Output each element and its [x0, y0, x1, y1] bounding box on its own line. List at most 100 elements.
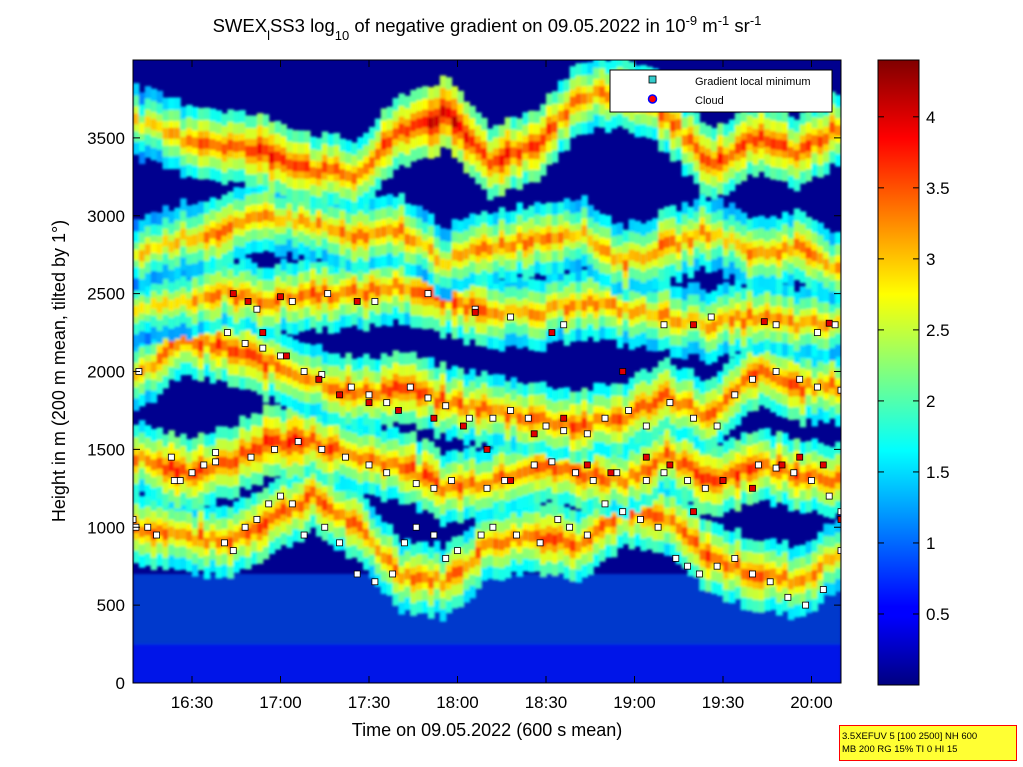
- heat-cell: [563, 417, 571, 429]
- heat-cell: [162, 127, 169, 139]
- heat-cell: [811, 315, 818, 327]
- heat-cell: [782, 376, 789, 388]
- heat-cell: [374, 545, 382, 557]
- heat-cell: [239, 527, 246, 539]
- heat-cell: [144, 116, 152, 128]
- gradient-min-marker: [489, 523, 497, 531]
- heat-cell: [675, 400, 683, 411]
- heat-cell: [610, 516, 618, 527]
- heat-cell: [758, 571, 765, 583]
- gradient-min-marker: [666, 399, 674, 407]
- heat-cell: [823, 381, 830, 393]
- heat-cell: [327, 383, 335, 395]
- heat-cell: [546, 301, 553, 313]
- heat-cell: [321, 499, 329, 511]
- heat-cell: [469, 399, 476, 410]
- heat-cell: [805, 377, 813, 389]
- heat-cell: [251, 211, 258, 223]
- heat-cell: [723, 471, 730, 482]
- heat-cell: [327, 164, 335, 175]
- cloud-marker: [560, 414, 568, 422]
- heat-cell: [510, 241, 518, 253]
- heat-cell: [298, 160, 305, 172]
- heat-cell: [746, 308, 754, 320]
- heat-cell: [286, 506, 293, 518]
- heat-cell: [492, 242, 500, 254]
- heat-cell: [770, 246, 777, 258]
- heat-cell: [274, 215, 282, 227]
- cloud-marker: [796, 453, 804, 461]
- colorbar-tick-label: 2.5: [926, 321, 950, 340]
- heat-cell: [386, 136, 394, 148]
- heat-cell: [256, 143, 264, 155]
- heat-cell: [416, 572, 423, 583]
- heat-cell: [758, 130, 765, 142]
- heat-cell: [469, 136, 476, 148]
- heat-cell: [339, 509, 346, 521]
- heat-cell: [327, 503, 335, 515]
- heat-cell: [534, 412, 541, 424]
- heat-cell: [280, 439, 287, 451]
- heat-cell: [280, 215, 287, 227]
- gradient-min-marker: [837, 508, 841, 516]
- heat-cell: [404, 126, 411, 138]
- heat-cell: [144, 455, 152, 467]
- heat-cell: [681, 398, 689, 409]
- heat-cell: [528, 235, 535, 247]
- heat-cell: [398, 382, 405, 394]
- gradient-min-marker: [560, 427, 568, 435]
- heat-cell: [292, 218, 299, 230]
- heat-cell: [498, 539, 506, 551]
- gradient-min-marker: [654, 523, 662, 531]
- heat-cell: [646, 250, 653, 262]
- gradient-min-marker: [424, 290, 432, 298]
- heat-cell: [835, 125, 841, 137]
- heat-cell: [516, 535, 523, 547]
- gradient-min-marker: [153, 531, 161, 539]
- heat-cell: [557, 418, 565, 430]
- heat-cell: [634, 305, 641, 317]
- heat-cell: [481, 241, 488, 253]
- heat-cell: [510, 304, 518, 316]
- gradient-min-marker: [749, 375, 756, 383]
- heat-cell: [463, 478, 470, 490]
- heat-cell: [168, 299, 175, 311]
- heat-cell: [410, 461, 417, 473]
- heat-cell: [487, 158, 494, 170]
- heat-cell: [227, 139, 234, 151]
- heat-cell: [593, 240, 600, 252]
- heat-cell: [457, 482, 464, 494]
- heat-cell: [817, 136, 824, 148]
- heat-cell: [245, 288, 252, 300]
- gradient-min-marker: [259, 344, 267, 352]
- gradient-min-marker: [253, 516, 261, 523]
- gradient-min-marker: [672, 555, 680, 562]
- heat-cell: [168, 338, 175, 350]
- heat-cell: [357, 167, 364, 179]
- gradient-min-marker: [524, 414, 532, 422]
- heat-cell: [439, 580, 447, 592]
- heat-cell: [728, 467, 736, 479]
- gradient-min-marker: [483, 484, 491, 492]
- heat-cell: [463, 561, 470, 573]
- heat-cell: [310, 375, 317, 387]
- heat-cell: [492, 538, 500, 550]
- heat-cell: [180, 294, 187, 306]
- legend-box: [609, 69, 833, 113]
- heat-cell: [298, 213, 305, 225]
- gradient-min-marker: [212, 458, 220, 466]
- chart-title: SWEXlSS3 log10 of negative gradient on 0…: [213, 13, 762, 43]
- heat-cell: [150, 242, 158, 254]
- gradient-min-marker: [442, 402, 450, 410]
- heat-cell: [233, 456, 240, 468]
- heat-cell: [581, 536, 588, 548]
- heat-cell: [782, 242, 789, 253]
- y-tick-label: 1500: [87, 440, 125, 459]
- colorbar-tick-label: 4: [926, 108, 935, 127]
- cloud-marker: [778, 461, 786, 469]
- heat-cell: [416, 118, 423, 130]
- gradient-min-marker: [554, 516, 562, 523]
- heat-cell: [439, 105, 447, 117]
- heat-cell: [245, 348, 252, 359]
